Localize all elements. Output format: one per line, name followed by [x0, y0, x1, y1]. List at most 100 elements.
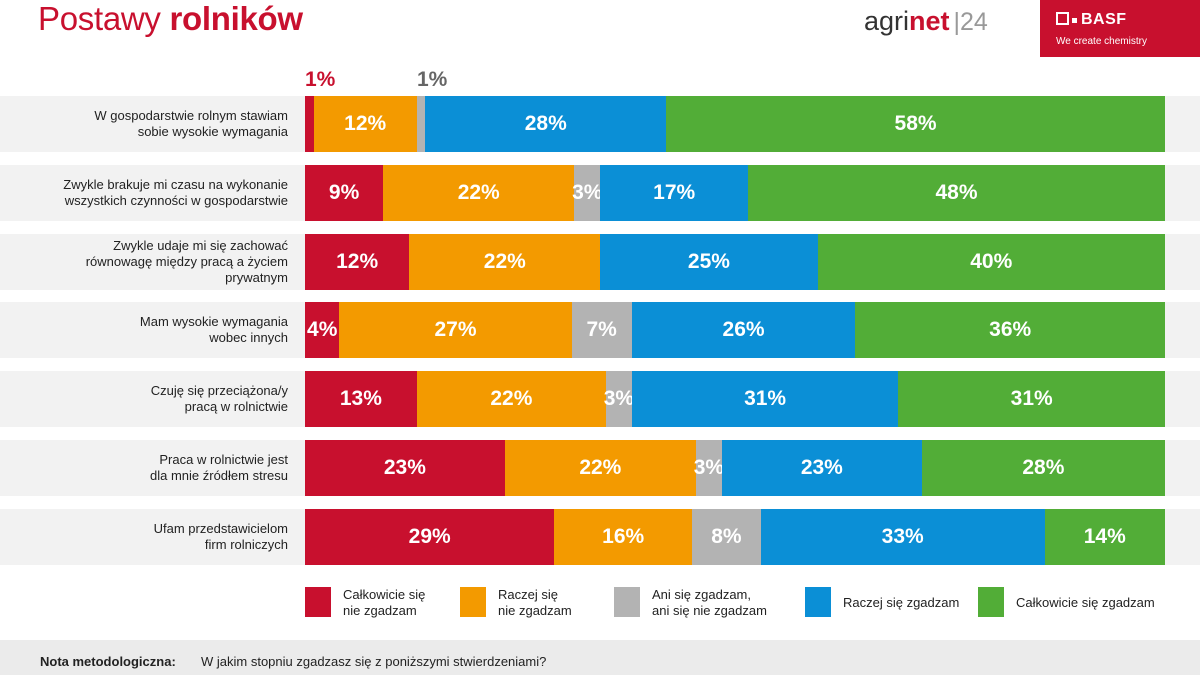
- data-label: 36%: [989, 318, 1032, 341]
- agrinet-logo-24: |24: [953, 8, 988, 36]
- outside-data-label: 1%: [417, 68, 448, 91]
- data-label: 16%: [602, 525, 645, 548]
- legend-item: Raczej się zgadzam: [805, 587, 959, 619]
- bar-segment: 28%: [921, 440, 1165, 496]
- legend-item: Ani się zgadzam, ani się nie zgadzam: [614, 587, 767, 619]
- bar-segment: 7%: [571, 302, 632, 358]
- stacked-bar: 23% 22% 3% 23% 28%: [305, 440, 1165, 496]
- bar-segment: 22%: [416, 371, 606, 427]
- category-label-line: W gospodarstwie rolnym stawiam: [94, 108, 288, 123]
- agrinet-logo-net: net: [909, 6, 950, 36]
- legend-label-line: Ani się zgadzam,: [652, 587, 751, 602]
- category-label: Mam wysokie wymagania wobec innych: [0, 302, 288, 358]
- category-label-line: Mam wysokie wymagania: [139, 314, 288, 329]
- legend-label: Ani się zgadzam, ani się nie zgadzam: [652, 587, 767, 619]
- category-label: Praca w rolnictwie jest dla mnie źródłem …: [0, 440, 288, 496]
- data-label: 4%: [307, 318, 338, 341]
- data-label: 14%: [1083, 525, 1126, 548]
- category-label: W gospodarstwie rolnym stawiam sobie wyso…: [0, 96, 288, 152]
- data-label: 25%: [687, 250, 730, 273]
- bar-segment: 31%: [631, 371, 899, 427]
- data-label: 22%: [490, 387, 533, 410]
- basf-logo: BASF We create chemistry: [1040, 0, 1200, 57]
- category-label-line: sobie wysokie wymagania: [137, 124, 288, 139]
- bar-segment: 29%: [305, 509, 555, 565]
- data-label: 12%: [344, 112, 387, 135]
- legend-label-line: nie zgadzam: [343, 603, 417, 618]
- legend-label-line: Raczej się zgadzam: [843, 595, 960, 610]
- data-label: 23%: [383, 456, 426, 479]
- bar-segment: 26%: [631, 302, 856, 358]
- data-label: 3%: [603, 387, 635, 410]
- category-label-line: pracą w rolnictwie: [184, 399, 288, 414]
- category-label-line: wszystkich czynności w gospodarstwie: [64, 193, 288, 208]
- bar-segment: 16%: [554, 509, 692, 565]
- stacked-bar: 12% 22% 25% 40%: [305, 234, 1165, 290]
- data-label: 9%: [328, 181, 360, 204]
- legend-label-line: Całkowicie się zgadzam: [1016, 595, 1155, 610]
- bar-segment: 4%: [305, 302, 340, 358]
- bar-segment: 33%: [760, 509, 1045, 565]
- category-label-line: równowagę między pracą a życiem: [85, 254, 288, 269]
- stacked-bar: 9% 22% 3% 17% 48%: [305, 165, 1165, 221]
- data-label: 27%: [434, 318, 477, 341]
- data-label: 13%: [339, 387, 382, 410]
- bar-segment: 3%: [693, 440, 725, 496]
- data-label: 58%: [894, 112, 937, 135]
- bar-segment: 9%: [305, 165, 384, 221]
- category-label-line: Czuję się przeciążona/y: [150, 383, 288, 398]
- category-label: Czuję się przeciążona/y pracą w rolnictwi…: [0, 371, 288, 427]
- data-label: 8%: [711, 525, 742, 548]
- data-label: 31%: [744, 387, 787, 410]
- bar-segment: 12%: [313, 96, 417, 152]
- footer-note: Nota metodologiczna: W jakim stopniu zga…: [0, 640, 1200, 675]
- data-label: 22%: [457, 181, 500, 204]
- category-label-line: Zwykle brakuje mi czasu na wykonanie: [63, 177, 288, 192]
- footer-label: Nota metodologiczna:: [40, 654, 176, 669]
- bar-segment: [416, 96, 426, 152]
- legend-item: Całkowicie się zgadzam: [978, 587, 1155, 619]
- agrinet-logo: agrinet |24: [864, 6, 988, 37]
- stacked-bar: 4% 27% 7% 26% 36%: [305, 302, 1165, 358]
- category-label: Ufam przedstawicielom firm rolniczych: [0, 509, 288, 565]
- bar-segment: 22%: [409, 234, 601, 290]
- bar-segment: 17%: [600, 165, 748, 221]
- category-label-line: Praca w rolnictwie jest: [159, 452, 288, 467]
- bar-segment: 36%: [855, 302, 1165, 358]
- legend-label: Całkowicie się nie zgadzam: [343, 587, 425, 619]
- data-label: 31%: [1010, 387, 1053, 410]
- category-label-line: wobec innych: [209, 330, 288, 345]
- data-label: 3%: [693, 456, 725, 479]
- bar-segment: [305, 96, 314, 152]
- data-label: 28%: [524, 112, 567, 135]
- bar-segment: 23%: [305, 440, 505, 496]
- page-title: Postawy rolników: [38, 0, 303, 38]
- bar-segment: 40%: [817, 234, 1165, 290]
- bar-segment: 3%: [572, 165, 603, 221]
- legend-swatch: [805, 587, 831, 617]
- bar-segment: 3%: [603, 371, 635, 427]
- category-label: Zwykle brakuje mi czasu na wykonanie wszy…: [0, 165, 288, 221]
- category-label-line: Ufam przedstawicielom: [153, 521, 288, 536]
- stacked-bar: 13% 22% 3% 31% 31%: [305, 371, 1165, 427]
- legend-swatch: [460, 587, 486, 617]
- data-label: 28%: [1022, 456, 1065, 479]
- data-label: 29%: [408, 525, 451, 548]
- category-label-line: dla mnie źródłem stresu: [150, 468, 288, 483]
- legend-swatch: [305, 587, 331, 617]
- legend-label: Całkowicie się zgadzam: [1016, 595, 1155, 611]
- legend-item: Całkowicie się nie zgadzam: [305, 587, 425, 619]
- legend-label-line: Raczej się: [498, 587, 558, 602]
- basf-tagline: We create chemistry: [1056, 36, 1147, 47]
- data-label: 7%: [586, 318, 617, 341]
- category-label-line: firm rolniczych: [204, 537, 288, 552]
- bar-segment: 27%: [339, 302, 572, 358]
- bar-segment: 12%: [305, 234, 410, 290]
- data-label: 22%: [579, 456, 622, 479]
- bar-segment: 31%: [898, 371, 1165, 427]
- legend-label: Raczej się nie zgadzam: [498, 587, 572, 619]
- data-label: 3%: [572, 181, 603, 204]
- stacked-bar: 29% 16% 8% 33% 14%: [305, 509, 1165, 565]
- basf-wordmark: BASF: [1081, 11, 1127, 28]
- data-label: 48%: [935, 181, 978, 204]
